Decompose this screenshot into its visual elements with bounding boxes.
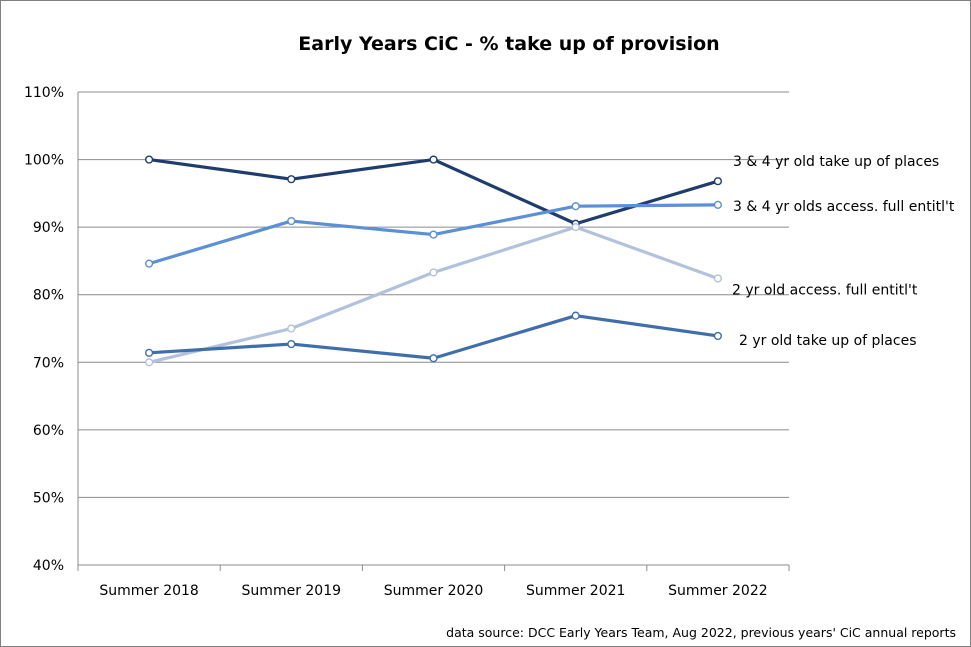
series-4 [145,311,723,363]
data-point [287,324,296,333]
gridlines [77,91,790,571]
data-point [571,202,580,211]
data-point [571,311,580,320]
series-line [147,157,720,226]
series-label: 3 & 4 yr olds access. full entitl't [733,199,955,215]
x-tick-label: Summer 2022 [668,583,767,599]
data-point [713,200,723,209]
series-label: 2 yr old access. full entitl't [732,282,918,298]
x-tick-label: Summer 2018 [99,583,198,599]
y-tick-label: 100% [24,153,64,169]
data-point [713,331,723,341]
series-1 [145,155,723,228]
series-3 [145,223,723,367]
data-point [287,339,296,349]
x-axis-tick-labels: Summer 2018 Summer 2019 Summer 2020 Summer … [99,583,767,599]
data-point [145,348,154,357]
data-point [287,216,296,226]
data-point [429,354,438,363]
data-point [429,268,438,277]
data-point [429,155,438,164]
y-tick-label: 60% [33,423,64,439]
series-label: 3 & 4 yr old take up of places [733,154,939,170]
data-point [571,223,580,232]
y-tick-label: 70% [33,355,64,371]
data-point [287,175,296,184]
x-tick-label: Summer 2019 [242,583,341,599]
data-point [145,155,154,164]
data-series [145,155,723,367]
data-source-note: data source: DCC Early Years Team, Aug 2… [446,625,956,640]
y-tick-label: 40% [33,558,64,574]
data-point [145,259,154,268]
y-tick-label: 90% [33,220,64,236]
data-point [713,177,723,186]
y-axis-tick-labels: 40% 50% 60% 70% 80% 90% 100% 110% [24,85,64,574]
data-point [145,358,154,367]
chart-title: Early Years CiC - % take up of provision [298,33,719,55]
series-2 [145,200,723,268]
series-line [147,314,720,360]
y-tick-label: 80% [33,288,64,304]
x-tick-label: Summer 2020 [384,583,483,599]
series-label: 2 yr old take up of places [739,333,917,349]
x-tick-label: Summer 2021 [526,583,625,599]
series-labels: 3 & 4 yr old take up of places 3 & 4 yr o… [732,154,955,349]
data-point [429,230,438,239]
y-tick-label: 50% [33,490,64,506]
data-point [713,274,723,283]
y-tick-label: 110% [24,85,64,101]
